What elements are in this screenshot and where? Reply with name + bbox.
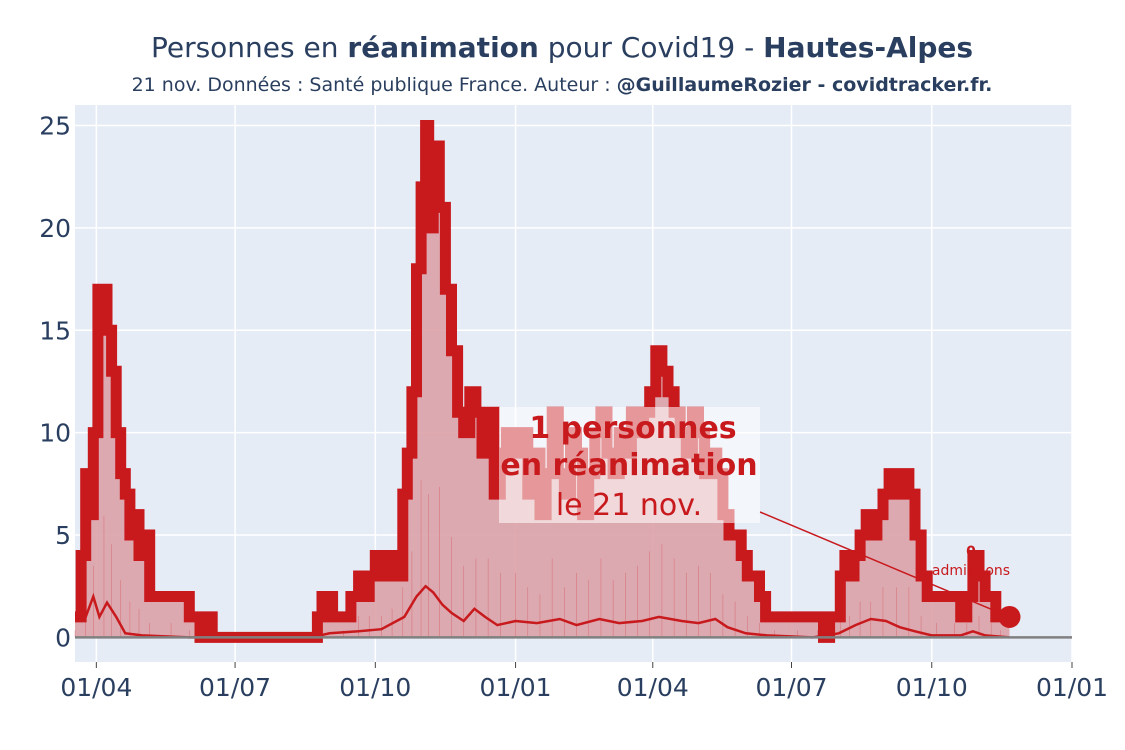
subtitle-part-1: 21 nov. Données : Santé publique France.… [132, 74, 617, 96]
chart-subtitle: 21 nov. Données : Santé publique France.… [132, 74, 993, 96]
annotation-line-3: le 21 nov. [556, 488, 702, 523]
title-part-3: pour Covid19 - [539, 31, 763, 64]
annotation-line-1: 1 personnes [529, 411, 736, 446]
y-tick-label: 15 [39, 316, 71, 345]
y-tick-label: 25 [39, 111, 71, 140]
y-tick-label: 5 [55, 521, 71, 550]
x-tick-label: 01/07 [199, 673, 271, 702]
title-part-1: Personnes en [151, 31, 347, 64]
y-tick-label: 0 [55, 623, 71, 652]
chart-title: Personnes en réanimation pour Covid19 - … [151, 31, 973, 64]
title-part-4: Hautes-Alpes [763, 31, 973, 64]
annotation-box [499, 407, 760, 523]
axis-layer: 0 5 10 15 20 25 01/04 01/07 01/10 01/01 01/04 01/07… [39, 111, 1108, 702]
y-tick-label: 20 [39, 214, 71, 243]
title-part-2: réanimation [347, 31, 538, 64]
x-tick-label: 01/10 [339, 673, 411, 702]
x-tick-label: 01/04 [617, 673, 689, 702]
x-tick-label: 01/04 [60, 673, 132, 702]
annotation-line-2: en réanimation [500, 448, 757, 483]
x-tick-label: 01/01 [480, 673, 552, 702]
x-tick-label: 01/01 [1036, 673, 1108, 702]
subtitle-part-2: @GuillaumeRozier - covidtracker.fr. [617, 74, 993, 96]
area-layer [74, 125, 1010, 638]
y-tick-label: 10 [39, 419, 71, 448]
last-point-marker [998, 605, 1021, 628]
annotation-arrow [759, 511, 1010, 618]
x-tick-label: 01/10 [896, 673, 968, 702]
admissions-label: admissions [932, 563, 1010, 579]
area-fill [75, 125, 1010, 638]
admissions-value: 0 [966, 544, 976, 560]
x-tick-label: 01/07 [755, 673, 827, 702]
